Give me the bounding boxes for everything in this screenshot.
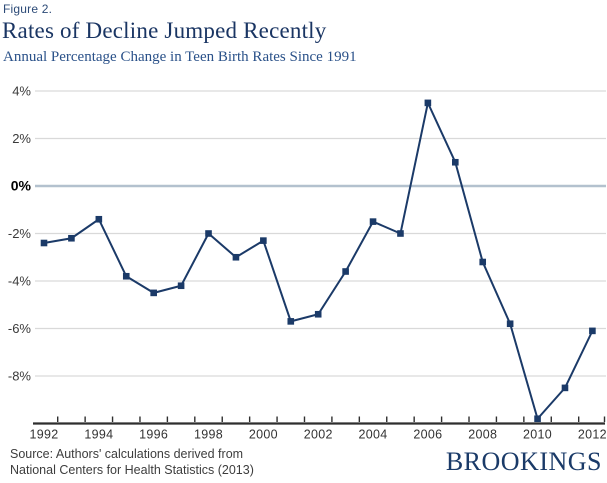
data-point-1995: [122, 272, 130, 280]
y-axis-tick-label: -8%: [8, 369, 32, 384]
y-axis-tick-label: 0%: [11, 178, 32, 194]
data-point-1998: [205, 230, 212, 237]
chart-subtitle: Annual Percentage Change in Teen Birth R…: [3, 49, 357, 65]
x-axis-tick-label: 1996: [139, 428, 168, 442]
data-point-1999: [232, 253, 240, 261]
x-axis-tick-label: 2010: [523, 428, 552, 442]
data-point-2000: [260, 237, 267, 244]
y-axis-tick-label: 4%: [12, 84, 31, 99]
data-point-1992: [40, 239, 48, 247]
data-point-2006: [424, 99, 432, 107]
data-point-2005: [397, 230, 404, 237]
data-point-2009: [506, 320, 514, 328]
data-point-2012: [589, 327, 596, 335]
x-axis-tick-label: 2012: [578, 428, 607, 442]
data-point-1993: [68, 234, 75, 242]
x-axis-tick-label: 2008: [468, 428, 497, 442]
data-point-2008: [479, 258, 487, 266]
data-point-2004: [369, 218, 377, 225]
x-axis-tick-label: 2002: [304, 428, 333, 442]
y-axis-tick-label: 2%: [12, 131, 31, 146]
data-point-2011: [561, 384, 569, 392]
x-axis-tick-label: 1998: [194, 428, 223, 442]
x-axis-tick-label: 2000: [249, 428, 278, 442]
data-point-2002: [314, 310, 322, 318]
y-axis-tick-label: -6%: [8, 321, 32, 336]
data-point-2010: [534, 415, 541, 423]
data-point-2003: [342, 268, 349, 275]
y-axis-tick-label: -2%: [8, 226, 32, 241]
data-point-1997: [177, 282, 185, 290]
data-point-2007: [452, 158, 459, 166]
data-line: [43, 99, 594, 421]
data-point-1994: [95, 215, 103, 223]
line-chart: 4% 2% 0% -2% -4% -6% -8% 1992 1994 1996 1998 2000 20…: [8, 84, 607, 442]
x-axis-tick-label: 2006: [413, 428, 442, 442]
source-line-1: Source: Authors' calculations derived fr…: [10, 447, 244, 461]
chart-title: Rates of Decline Jumped Recently: [2, 18, 327, 43]
data-point-1996: [150, 289, 157, 297]
x-axis-tick-label: 1994: [84, 428, 113, 442]
x-axis-tick-label: 1992: [29, 428, 58, 442]
y-axis-tick-label: -4%: [8, 274, 32, 289]
x-axis-tick-label: 2004: [359, 428, 388, 442]
source-note: Source: Authors' calculations derived fr…: [10, 446, 254, 478]
figure-number-label: Figure 2.: [3, 2, 53, 16]
data-point-2001: [287, 318, 295, 325]
source-line-2: National Centers for Health Statistics (…: [10, 463, 254, 477]
brookings-logo: BROOKINGS: [445, 447, 602, 476]
